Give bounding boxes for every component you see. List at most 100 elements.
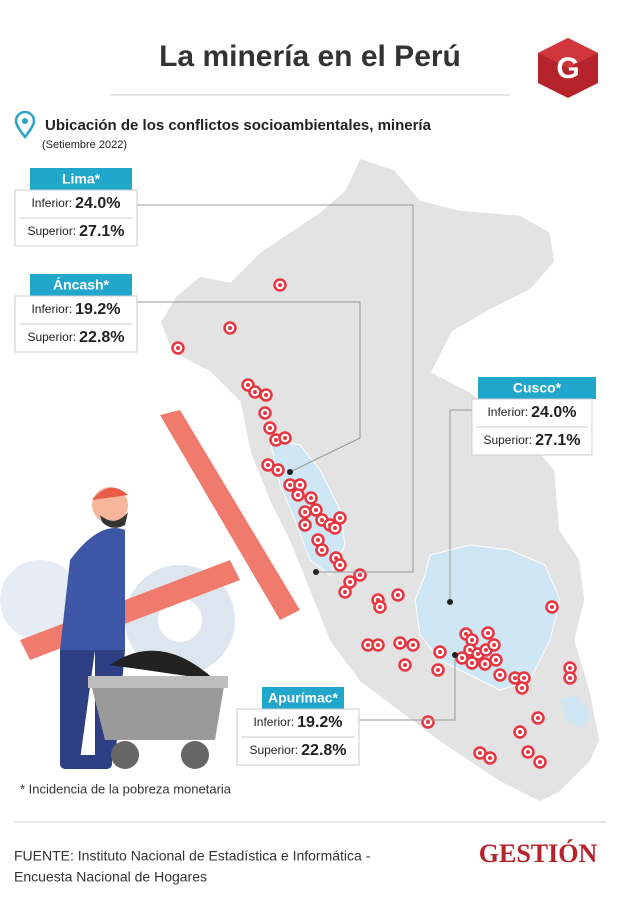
row: Inferior: 19.2% (31, 301, 120, 318)
conflict-dot-core (396, 593, 400, 597)
region-name: Cusco* (513, 380, 562, 396)
ancash-point (287, 469, 293, 475)
lima-point (313, 569, 319, 575)
miner-illustration (0, 410, 300, 769)
superior-label: Superior: (249, 743, 298, 757)
region-header (30, 274, 132, 296)
conflict-dot-core (298, 483, 302, 487)
conflict-dot-core (376, 643, 380, 647)
conflict-dot-core (492, 643, 496, 647)
region-header (262, 687, 344, 709)
conflict-dot-core (366, 643, 370, 647)
leader-lines (137, 204, 472, 721)
logo: G (538, 38, 598, 98)
inferior-value: 24.0% (531, 404, 576, 421)
conflict-dot-core (246, 383, 250, 387)
conflict-dot-core (550, 605, 554, 609)
conflict-dot-core (494, 658, 498, 662)
brand: GESTIÓN (479, 839, 598, 868)
region-box: Lima* Inferior: 24.0% Superior: 27.1% (14, 168, 138, 247)
row: Superior: 27.1% (483, 432, 580, 449)
conflict-dot-core (411, 643, 415, 647)
region-name: Lima* (62, 171, 101, 187)
inferior-value: 24.0% (75, 195, 120, 212)
source-line: FUENTE: Instituto Nacional de Estadístic… (14, 848, 371, 864)
cusco-region (414, 544, 561, 691)
region-name: Apurímac* (268, 690, 339, 706)
superior-label: Superior: (483, 433, 532, 447)
conflict-dot-core (538, 760, 542, 764)
conflict-dot-core (483, 662, 487, 666)
row: Inferior: 19.2% (253, 714, 342, 731)
inferior-label: Inferior: (487, 405, 528, 419)
conflict-dot-core (520, 686, 524, 690)
inferior-label: Inferior: (31, 196, 72, 210)
row: Superior: 27.1% (27, 223, 124, 240)
pin-icon (14, 110, 36, 140)
superior-label: Superior: (27, 224, 76, 238)
conflict-dot-core (253, 390, 257, 394)
apurimac-point (452, 652, 458, 658)
inferior-value: 19.2% (297, 714, 342, 731)
conflict-dot-core (314, 508, 318, 512)
superior-value: 27.1% (79, 223, 124, 240)
conflict-dot-core (303, 510, 307, 514)
conflict-dot-core (316, 538, 320, 542)
region-header (30, 168, 132, 190)
conflict-dot-core (486, 631, 490, 635)
conflict-dot-core (378, 605, 382, 609)
conflict-dot-core (303, 523, 307, 527)
conflict-dot-core (513, 676, 517, 680)
row: Inferior: 24.0% (31, 195, 120, 212)
superior-label: Superior: (27, 330, 76, 344)
conflict-dot-core (468, 648, 472, 652)
conflict-dot-core (358, 573, 362, 577)
superior-value: 27.1% (535, 432, 580, 449)
conflict-dot-core (296, 493, 300, 497)
region-name: Áncash* (53, 277, 110, 293)
conflict-dot-core (476, 652, 480, 656)
inferior-label: Inferior: (31, 302, 72, 316)
conflict-dot-core (522, 676, 526, 680)
region-box: Apurímac* Inferior: 19.2% Superior: 22.8% (236, 687, 360, 766)
conflict-dot-core (488, 756, 492, 760)
title: La minería en el Perú (159, 40, 461, 73)
conflict-dot-core (176, 346, 180, 350)
conflict-dot-core (309, 496, 313, 500)
conflict-dot-core (264, 393, 268, 397)
conflict-dot-core (470, 661, 474, 665)
conflict-dot-core (333, 526, 337, 530)
cusco-point (447, 599, 453, 605)
conflict-dot-core (518, 730, 522, 734)
inferior-label: Inferior: (253, 715, 294, 729)
row: Inferior: 24.0% (487, 404, 576, 421)
conflict-dot-core (398, 641, 402, 645)
conflict-dot-core (268, 426, 272, 430)
inferior-value: 19.2% (75, 301, 120, 318)
region-box: Cusco* Inferior: 24.0% Superior: 27.1% (471, 377, 596, 456)
conflict-dot-core (568, 676, 572, 680)
conflict-dot-core (403, 663, 407, 667)
region-box: Áncash* Inferior: 19.2% Superior: 22.8% (14, 274, 138, 353)
superior-value: 22.8% (79, 329, 124, 346)
logo-letter: G (556, 52, 579, 85)
conflict-dot-core (460, 656, 464, 660)
conflict-dot-core (498, 673, 502, 677)
conflict-dot-core (228, 326, 232, 330)
conflict-dot-core (464, 632, 468, 636)
conflict-dot-core (436, 668, 440, 672)
conflict-dot-core (266, 463, 270, 467)
conflict-dot-core (288, 483, 292, 487)
conflict-dot-core (320, 548, 324, 552)
superior-value: 22.8% (301, 742, 346, 759)
conflict-dot-core (470, 638, 474, 642)
row: Superior: 22.8% (27, 329, 124, 346)
conflict-dot-core (426, 720, 430, 724)
conflict-dot-core (278, 283, 282, 287)
conflict-dot-core (338, 563, 342, 567)
conflict-dot-core (338, 516, 342, 520)
conflict-dot-core (274, 438, 278, 442)
conflict-dot-core (484, 648, 488, 652)
conflict-dot-core (343, 590, 347, 594)
